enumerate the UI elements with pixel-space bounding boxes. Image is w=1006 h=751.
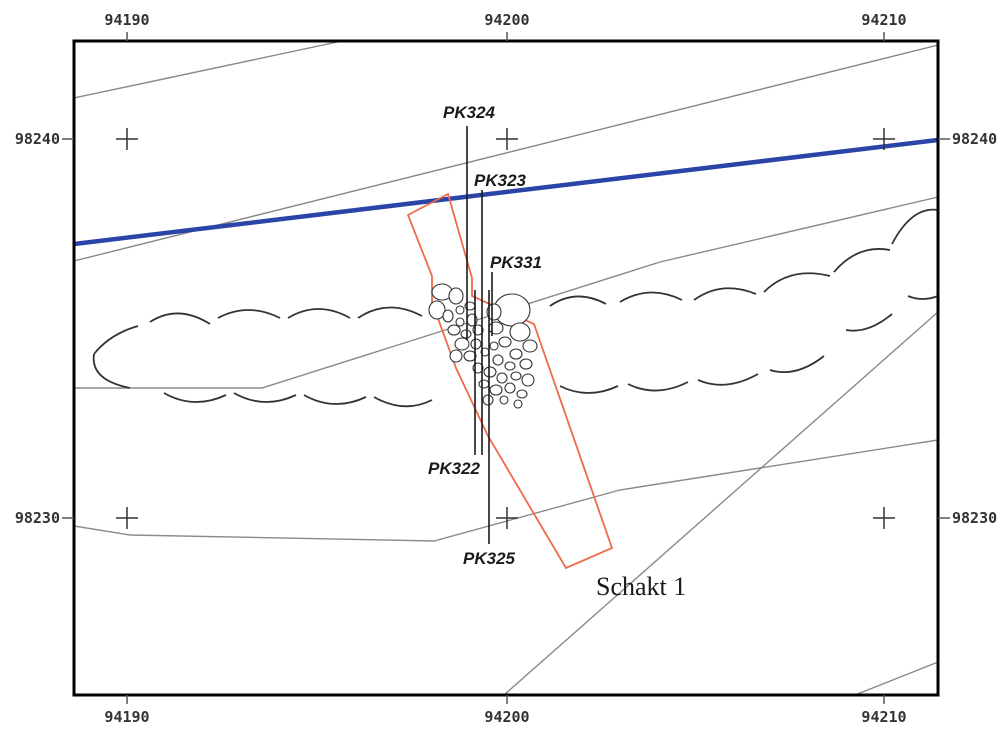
frame-ticks [62, 32, 950, 704]
grid-crosses [116, 128, 895, 529]
x-label-top-94200: 94200 [484, 11, 529, 29]
y-label-right-98230: 98230 [952, 509, 997, 527]
x-label-top-94190: 94190 [104, 11, 149, 29]
profile-label-pk325: PK325 [463, 549, 516, 568]
x-label-bottom-94210: 94210 [861, 708, 906, 726]
map-frame [72, 39, 940, 697]
ditch-arcs [92, 208, 938, 408]
blue-boundary-line [74, 137, 938, 247]
x-label-bottom-94200: 94200 [484, 708, 529, 726]
profile-label-pk324: PK324 [443, 103, 496, 122]
x-label-top-94210: 94210 [861, 11, 906, 29]
profile-lines [466, 126, 493, 544]
profile-label-pk331: PK331 [490, 253, 542, 272]
profile-label-pk323: PK323 [474, 171, 527, 190]
y-label-left-98230: 98230 [15, 509, 60, 527]
y-label-right-98240: 98240 [952, 130, 997, 148]
stone-cluster [428, 283, 538, 409]
x-label-bottom-94190: 94190 [104, 708, 149, 726]
y-label-left-98240: 98240 [15, 130, 60, 148]
trench-label: Schakt 1 [596, 572, 686, 601]
profile-label-pk322: PK322 [428, 459, 481, 478]
trench-outline [406, 192, 614, 570]
